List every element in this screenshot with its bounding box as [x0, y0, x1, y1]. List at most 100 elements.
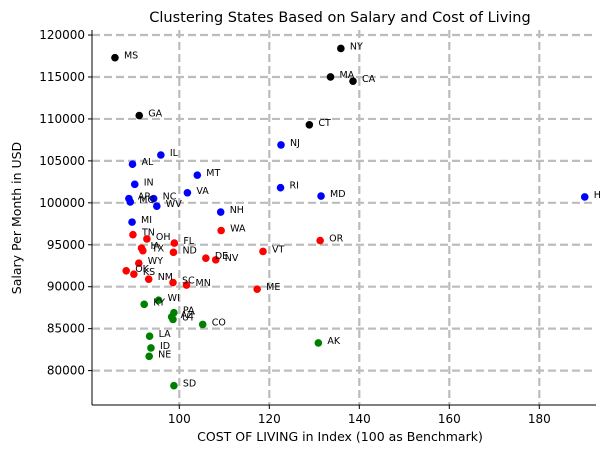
- point-label-hi: HI: [594, 190, 601, 201]
- point-label-tx: TX: [151, 244, 165, 255]
- data-point-ut: [169, 315, 177, 324]
- data-point-co: [198, 320, 207, 329]
- point-label-ma: MA: [340, 70, 355, 81]
- data-point-ga: [135, 111, 144, 120]
- point-label-wa: WA: [230, 224, 246, 235]
- data-point-ne: [145, 352, 153, 361]
- data-point-md: [317, 192, 325, 200]
- point-label-la: LA: [159, 329, 172, 340]
- data-point-fl: [170, 239, 179, 247]
- x-tick-label: 100: [168, 412, 191, 426]
- data-point-al: [128, 160, 137, 169]
- data-point-la: [145, 332, 154, 341]
- point-label-ak: AK: [327, 336, 340, 347]
- point-label-oh: OH: [156, 232, 171, 243]
- point-labels: MS GA NY MA CA CT IL AL NJ MT IN VA RI MD AR NC MO WV NH MI…: [124, 41, 601, 389]
- point-label-fl: FL: [183, 236, 194, 247]
- x-tick-label: 140: [348, 412, 371, 426]
- point-label-ga: GA: [148, 109, 162, 120]
- data-point-ct: [305, 120, 314, 129]
- point-label-ia: IA: [151, 241, 161, 252]
- point-label-nv: NV: [225, 253, 239, 264]
- chart-title: Clustering States Based on Salary and Co…: [149, 10, 530, 26]
- data-point-wv: [153, 202, 161, 210]
- point-label-nc: NC: [163, 192, 177, 203]
- point-label-id: ID: [160, 341, 170, 352]
- grid-lines: [92, 30, 596, 405]
- data-point-tn: [129, 230, 137, 239]
- point-label-ri: RI: [290, 181, 299, 192]
- data-point-ny: [337, 44, 345, 53]
- y-tick-label: 80000: [47, 364, 85, 378]
- data-point-tx: [139, 246, 147, 255]
- data-point-nj: [277, 141, 285, 149]
- data-point-ca: [349, 77, 357, 85]
- data-point-wa: [217, 226, 225, 235]
- data-point-ri: [276, 183, 285, 192]
- data-point-vt: [259, 247, 267, 256]
- data-point-sd: [170, 381, 178, 390]
- point-label-mo: MO: [139, 195, 155, 206]
- data-point-ks: [130, 270, 138, 278]
- y-tick-label: 95000: [47, 238, 85, 252]
- point-label-ky: KY: [153, 297, 165, 308]
- x-axis-label: COST OF LIVING in Index (100 as Benchmar…: [197, 429, 483, 444]
- point-label-ms: MS: [124, 51, 138, 62]
- point-label-vt: VT: [272, 244, 284, 255]
- point-label-il: IL: [170, 148, 179, 159]
- point-label-ok: OK: [135, 264, 149, 275]
- point-label-de: DE: [215, 251, 228, 262]
- point-label-pa: PA: [183, 306, 195, 317]
- y-axis-label: Salary Per Month in USD: [9, 142, 24, 294]
- point-label-al: AL: [142, 157, 154, 168]
- y-tick-label: 115000: [39, 70, 85, 84]
- data-point-or: [316, 236, 324, 245]
- point-label-tn: TN: [141, 228, 155, 239]
- point-label-me: ME: [266, 282, 280, 293]
- point-label-ar: AR: [138, 192, 151, 203]
- point-label-mn: MN: [196, 278, 211, 289]
- data-point-nd: [169, 248, 178, 257]
- data-point-mi: [128, 218, 136, 226]
- data-point-mo: [126, 198, 135, 206]
- point-label-nh: NH: [230, 205, 244, 216]
- point-label-ut: UT: [182, 312, 195, 323]
- point-label-md: MD: [330, 189, 346, 200]
- y-tick-label: 120000: [39, 28, 85, 42]
- data-point-hi: [580, 193, 589, 201]
- y-tick-label: 100000: [39, 196, 85, 210]
- data-point-nm: [144, 275, 153, 283]
- x-tick-label: 180: [528, 412, 551, 426]
- point-label-mt: MT: [206, 168, 220, 179]
- y-tick-label: 90000: [47, 280, 85, 294]
- axes: [91, 30, 596, 406]
- data-point-ms: [111, 53, 119, 62]
- point-label-va: VA: [196, 186, 209, 197]
- point-label-or: OR: [329, 234, 343, 245]
- point-label-mi: MI: [141, 215, 152, 226]
- data-point-nh: [216, 208, 225, 216]
- point-label-ct: CT: [318, 118, 331, 129]
- point-label-nd: ND: [182, 245, 196, 256]
- point-label-in: IN: [144, 177, 154, 188]
- point-label-wi: WI: [168, 293, 180, 304]
- data-points: [111, 44, 589, 390]
- data-point-ak: [314, 339, 323, 347]
- data-point-in: [130, 180, 139, 189]
- point-label-co: CO: [212, 317, 226, 328]
- point-label-ca: CA: [362, 74, 376, 85]
- point-label-sd: SD: [183, 379, 196, 390]
- point-label-nm: NM: [158, 272, 173, 283]
- point-label-ks: KS: [143, 267, 155, 278]
- point-label-wy: WY: [148, 256, 163, 267]
- data-point-ky: [140, 300, 148, 309]
- data-point-il: [157, 151, 165, 159]
- x-tick-label: 160: [438, 412, 461, 426]
- data-point-me: [253, 285, 261, 294]
- x-tick-label: 120: [258, 412, 281, 426]
- data-point-oh: [143, 235, 151, 243]
- data-point-wy: [135, 259, 143, 268]
- data-point-ok: [122, 266, 130, 275]
- data-point-id: [147, 344, 155, 352]
